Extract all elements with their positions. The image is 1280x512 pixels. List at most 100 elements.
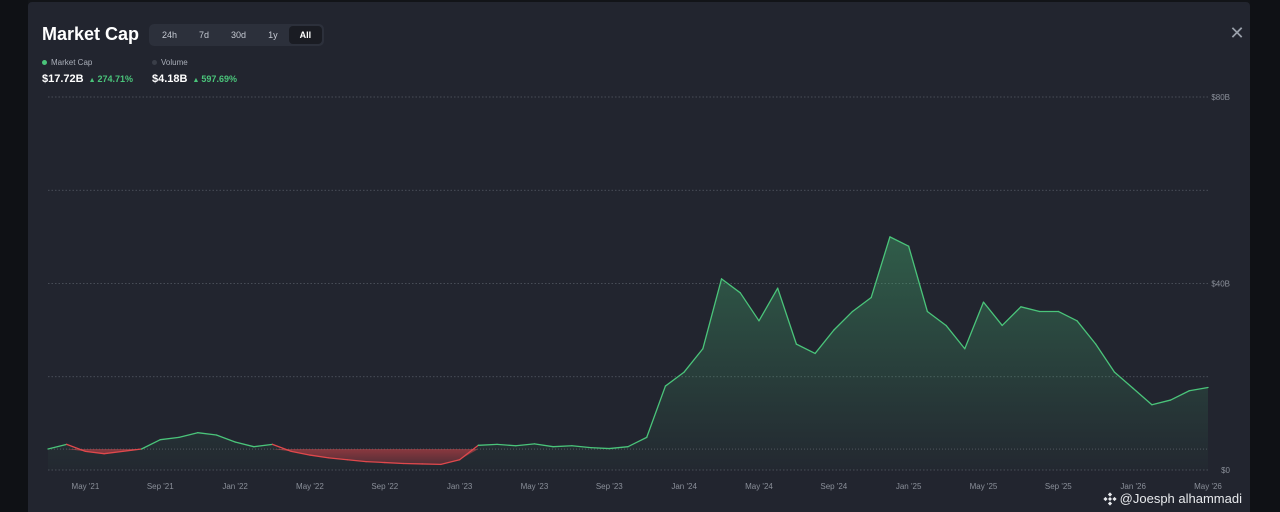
market-cap-line-segment <box>1132 387 1153 406</box>
market-cap-line-segment <box>720 278 741 294</box>
right-backdrop <box>1250 0 1280 512</box>
x-tick-label: Jan '22 <box>222 482 248 491</box>
market-cap-modal: Market Cap 24h 7d 30d 1y All ✕ Market Ca… <box>28 2 1250 512</box>
y-tick-label: $40B <box>1211 280 1230 289</box>
market-cap-line-segment <box>739 292 760 322</box>
binance-logo-icon <box>1103 491 1117 506</box>
tab-30d[interactable]: 30d <box>231 30 247 40</box>
market-cap-stat: $17.72B 274.71% <box>42 73 133 85</box>
market-cap-line-segment <box>290 450 311 456</box>
x-tick-label: Jan '23 <box>447 482 473 491</box>
volume-dot-icon <box>152 60 157 65</box>
tab-7d[interactable]: 7d <box>199 30 210 40</box>
y-tick-label: $80B <box>1211 93 1230 102</box>
volume-change: 597.69% <box>192 74 237 84</box>
market-cap-line-segment <box>477 443 498 446</box>
x-tick-label: May '21 <box>72 482 100 491</box>
market-cap-line-segment <box>47 443 68 450</box>
market-cap-line-segment <box>234 441 255 448</box>
market-cap-dot-icon <box>42 60 47 65</box>
legend-volume: Volume <box>152 58 188 67</box>
market-cap-line-segment <box>84 450 105 455</box>
x-tick-label: Sep '22 <box>371 482 398 491</box>
market-cap-line-segment <box>945 324 966 350</box>
market-cap-line-segment <box>253 443 274 448</box>
market-cap-line-segment <box>851 296 872 313</box>
x-tick-label: Sep '25 <box>1045 482 1072 491</box>
x-tick-label: Sep '24 <box>820 482 847 491</box>
market-cap-line-segment <box>458 444 479 461</box>
market-cap-line-segment <box>889 236 910 247</box>
market-cap-line-segment <box>664 371 685 387</box>
close-icon[interactable]: ✕ <box>1229 23 1245 43</box>
market-cap-line-segment <box>159 436 180 441</box>
x-tick-label: May '25 <box>970 482 998 491</box>
market-cap-line-segment <box>646 385 667 439</box>
tab-1y[interactable]: 1y <box>268 30 278 40</box>
market-cap-line-segment <box>496 443 517 447</box>
market-cap-line-segment <box>103 450 124 455</box>
market-cap-change: 274.71% <box>89 74 134 84</box>
market-cap-line-segment <box>1188 386 1209 392</box>
market-cap-line-segment <box>758 287 779 322</box>
volume-stat: $4.18B 597.69% <box>152 73 237 85</box>
timeframe-tabs: 24h 7d 30d 1y All <box>149 24 325 46</box>
market-cap-area <box>48 236 1208 470</box>
y-tick-label: $0 <box>1221 466 1230 475</box>
x-tick-label: Jan '25 <box>896 482 922 491</box>
x-tick-label: Jan '24 <box>671 482 697 491</box>
market-cap-line-segment <box>702 278 723 350</box>
market-cap-line-segment <box>140 439 161 450</box>
watermark-text: @Joesph alhammadi <box>1119 491 1242 506</box>
tab-24h[interactable]: 24h <box>162 30 178 40</box>
market-cap-line-segment <box>589 446 610 450</box>
market-cap-line-segment <box>197 432 218 436</box>
market-cap-line-segment <box>964 301 985 350</box>
market-cap-line-segment <box>178 432 199 439</box>
market-cap-line-segment <box>795 343 816 355</box>
market-cap-line-segment <box>907 245 929 313</box>
legend-market-cap: Market Cap <box>42 58 92 67</box>
market-cap-line-segment <box>1095 343 1116 373</box>
x-tick-label: Jan '26 <box>1120 482 1146 491</box>
market-cap-value: $17.72B <box>42 73 84 85</box>
x-tick-label: May '22 <box>296 482 324 491</box>
market-cap-line-segment <box>1076 320 1097 345</box>
market-cap-line-segment <box>122 448 143 453</box>
market-cap-line-segment <box>1057 310 1078 322</box>
market-cap-line-segment <box>1113 371 1134 390</box>
modal-title: Market Cap <box>42 24 140 44</box>
market-cap-line-segment <box>515 443 536 447</box>
market-cap-line-segment <box>384 461 405 465</box>
market-cap-line-segment <box>327 457 349 461</box>
left-backdrop <box>0 0 28 512</box>
tab-all[interactable]: All <box>288 26 323 44</box>
market-cap-line-segment <box>1001 306 1022 327</box>
x-tick-label: Sep '23 <box>596 482 623 491</box>
legend-volume-label: Volume <box>161 58 188 67</box>
market-cap-line-segment <box>1020 306 1041 313</box>
market-cap-line-segment <box>440 459 461 466</box>
x-tick-label: May '26 <box>1194 482 1222 491</box>
market-cap-line-segment <box>870 236 891 299</box>
market-cap-line-segment <box>683 348 704 373</box>
market-cap-line-segment <box>833 310 854 331</box>
market-cap-line-segment <box>571 445 592 449</box>
market-cap-chart: $80B $40B $0 May '21 Sep '21 Jan '22 May '22 Se… <box>47 93 1231 491</box>
market-cap-line-segment <box>1151 399 1172 406</box>
market-cap-line-segment <box>66 443 87 453</box>
market-cap-line-segment <box>215 434 236 443</box>
below-baseline-area <box>66 449 479 465</box>
watermark: @Joesph alhammadi <box>1103 491 1242 506</box>
x-tick-label: May '23 <box>521 482 549 491</box>
market-cap-line-segment <box>1169 390 1190 401</box>
market-cap-line-segment <box>814 329 835 355</box>
market-cap-line-segment <box>777 287 798 345</box>
market-cap-line-segment <box>346 459 367 463</box>
market-cap-line-segment <box>309 454 330 459</box>
market-cap-line-segment <box>552 445 573 448</box>
legend-market-cap-label: Market Cap <box>51 58 93 67</box>
market-cap-line-segment <box>627 436 648 448</box>
market-cap-line-segment <box>982 301 1003 327</box>
market-cap-line-segment <box>608 446 629 450</box>
